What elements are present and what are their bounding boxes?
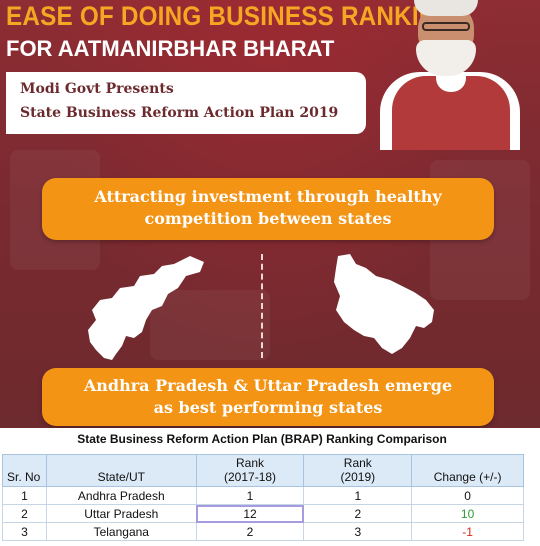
cell-state: Telangana [45,522,197,541]
table-row: 1 Andhra Pradesh 1 1 0 [2,486,524,505]
subtitle-line-1: Modi Govt Presents [20,81,174,97]
cell-rank-2017-18: 2 [195,522,305,541]
photo-beard [416,40,476,76]
cell-rank-2017-18: 1 [195,486,305,505]
cell-state: Andhra Pradesh [45,486,197,505]
cell-state: Uttar Pradesh [45,504,197,523]
photo-collar [436,72,466,92]
cell-rank-2019: 3 [303,522,413,541]
header-rank-2017-18: Rank (2017-18) [195,454,305,487]
table-title: State Business Reform Action Plan (BRAP)… [77,432,447,446]
background-crowd-shape [150,290,270,360]
subtitle-line-2: State Business Reform Action Plan 2019 [20,105,339,121]
table-row: 3 Telangana 2 3 -1 [2,522,524,541]
photo-glasses [422,22,470,31]
investment-banner: Attracting investment through healthy co… [42,178,494,240]
cell-sr-no: 2 [2,504,47,523]
performance-banner-line-1: Andhra Pradesh & Uttar Pradesh emerge [83,376,453,395]
header-sr-no: Sr. No [2,454,47,487]
header-rank-2019-line-1: Rank [343,456,372,470]
header-rank-2019-line-2: (2019) [340,470,376,484]
ranking-table: Sr. No State/UT Rank (2017-18) Rank (201… [2,454,524,541]
investment-banner-line-1: Attracting investment through healthy [94,187,442,206]
performance-banner: Andhra Pradesh & Uttar Pradesh emerge as… [42,368,494,426]
table-header-row: Sr. No State/UT Rank (2017-18) Rank (201… [2,454,524,487]
poster-banner: EASE OF DOING BUSINESS RANKING FOR AATMA… [0,0,540,428]
headline-subtitle: FOR AATMANIRBHAR BHARAT [6,36,335,61]
ranking-table-section: State Business Reform Action Plan (BRAP)… [0,428,540,546]
header-rank-2019: Rank (2019) [303,454,413,487]
cell-sr-no: 3 [2,522,47,541]
map-divider [261,254,263,358]
cell-rank-2019: 1 [303,486,413,505]
headline-title: EASE OF DOING BUSINESS RANKING [6,1,456,31]
performance-banner-line-2: as best performing states [153,398,383,417]
leader-photo [352,0,540,150]
photo-hair [414,0,478,16]
cell-change: 10 [411,504,524,523]
subtitle-box: Modi Govt Presents State Business Reform… [6,72,366,134]
header-change: Change (+/-) [411,454,524,487]
uttar-pradesh-map-icon [334,254,434,354]
cell-rank-2017-18: 12 [195,504,305,523]
andhra-pradesh-map-icon [88,256,204,360]
header-rank-2017-18-line-2: (2017-18) [224,470,277,484]
cell-change: -1 [411,522,524,541]
cell-rank-2019: 2 [303,504,413,523]
header-state: State/UT [45,454,197,487]
cell-sr-no: 1 [2,486,47,505]
investment-banner-line-2: competition between states [144,209,392,228]
cell-change: 0 [411,486,524,505]
table-row: 2 Uttar Pradesh 12 2 10 [2,504,524,523]
header-rank-2017-18-line-1: Rank [236,456,265,470]
